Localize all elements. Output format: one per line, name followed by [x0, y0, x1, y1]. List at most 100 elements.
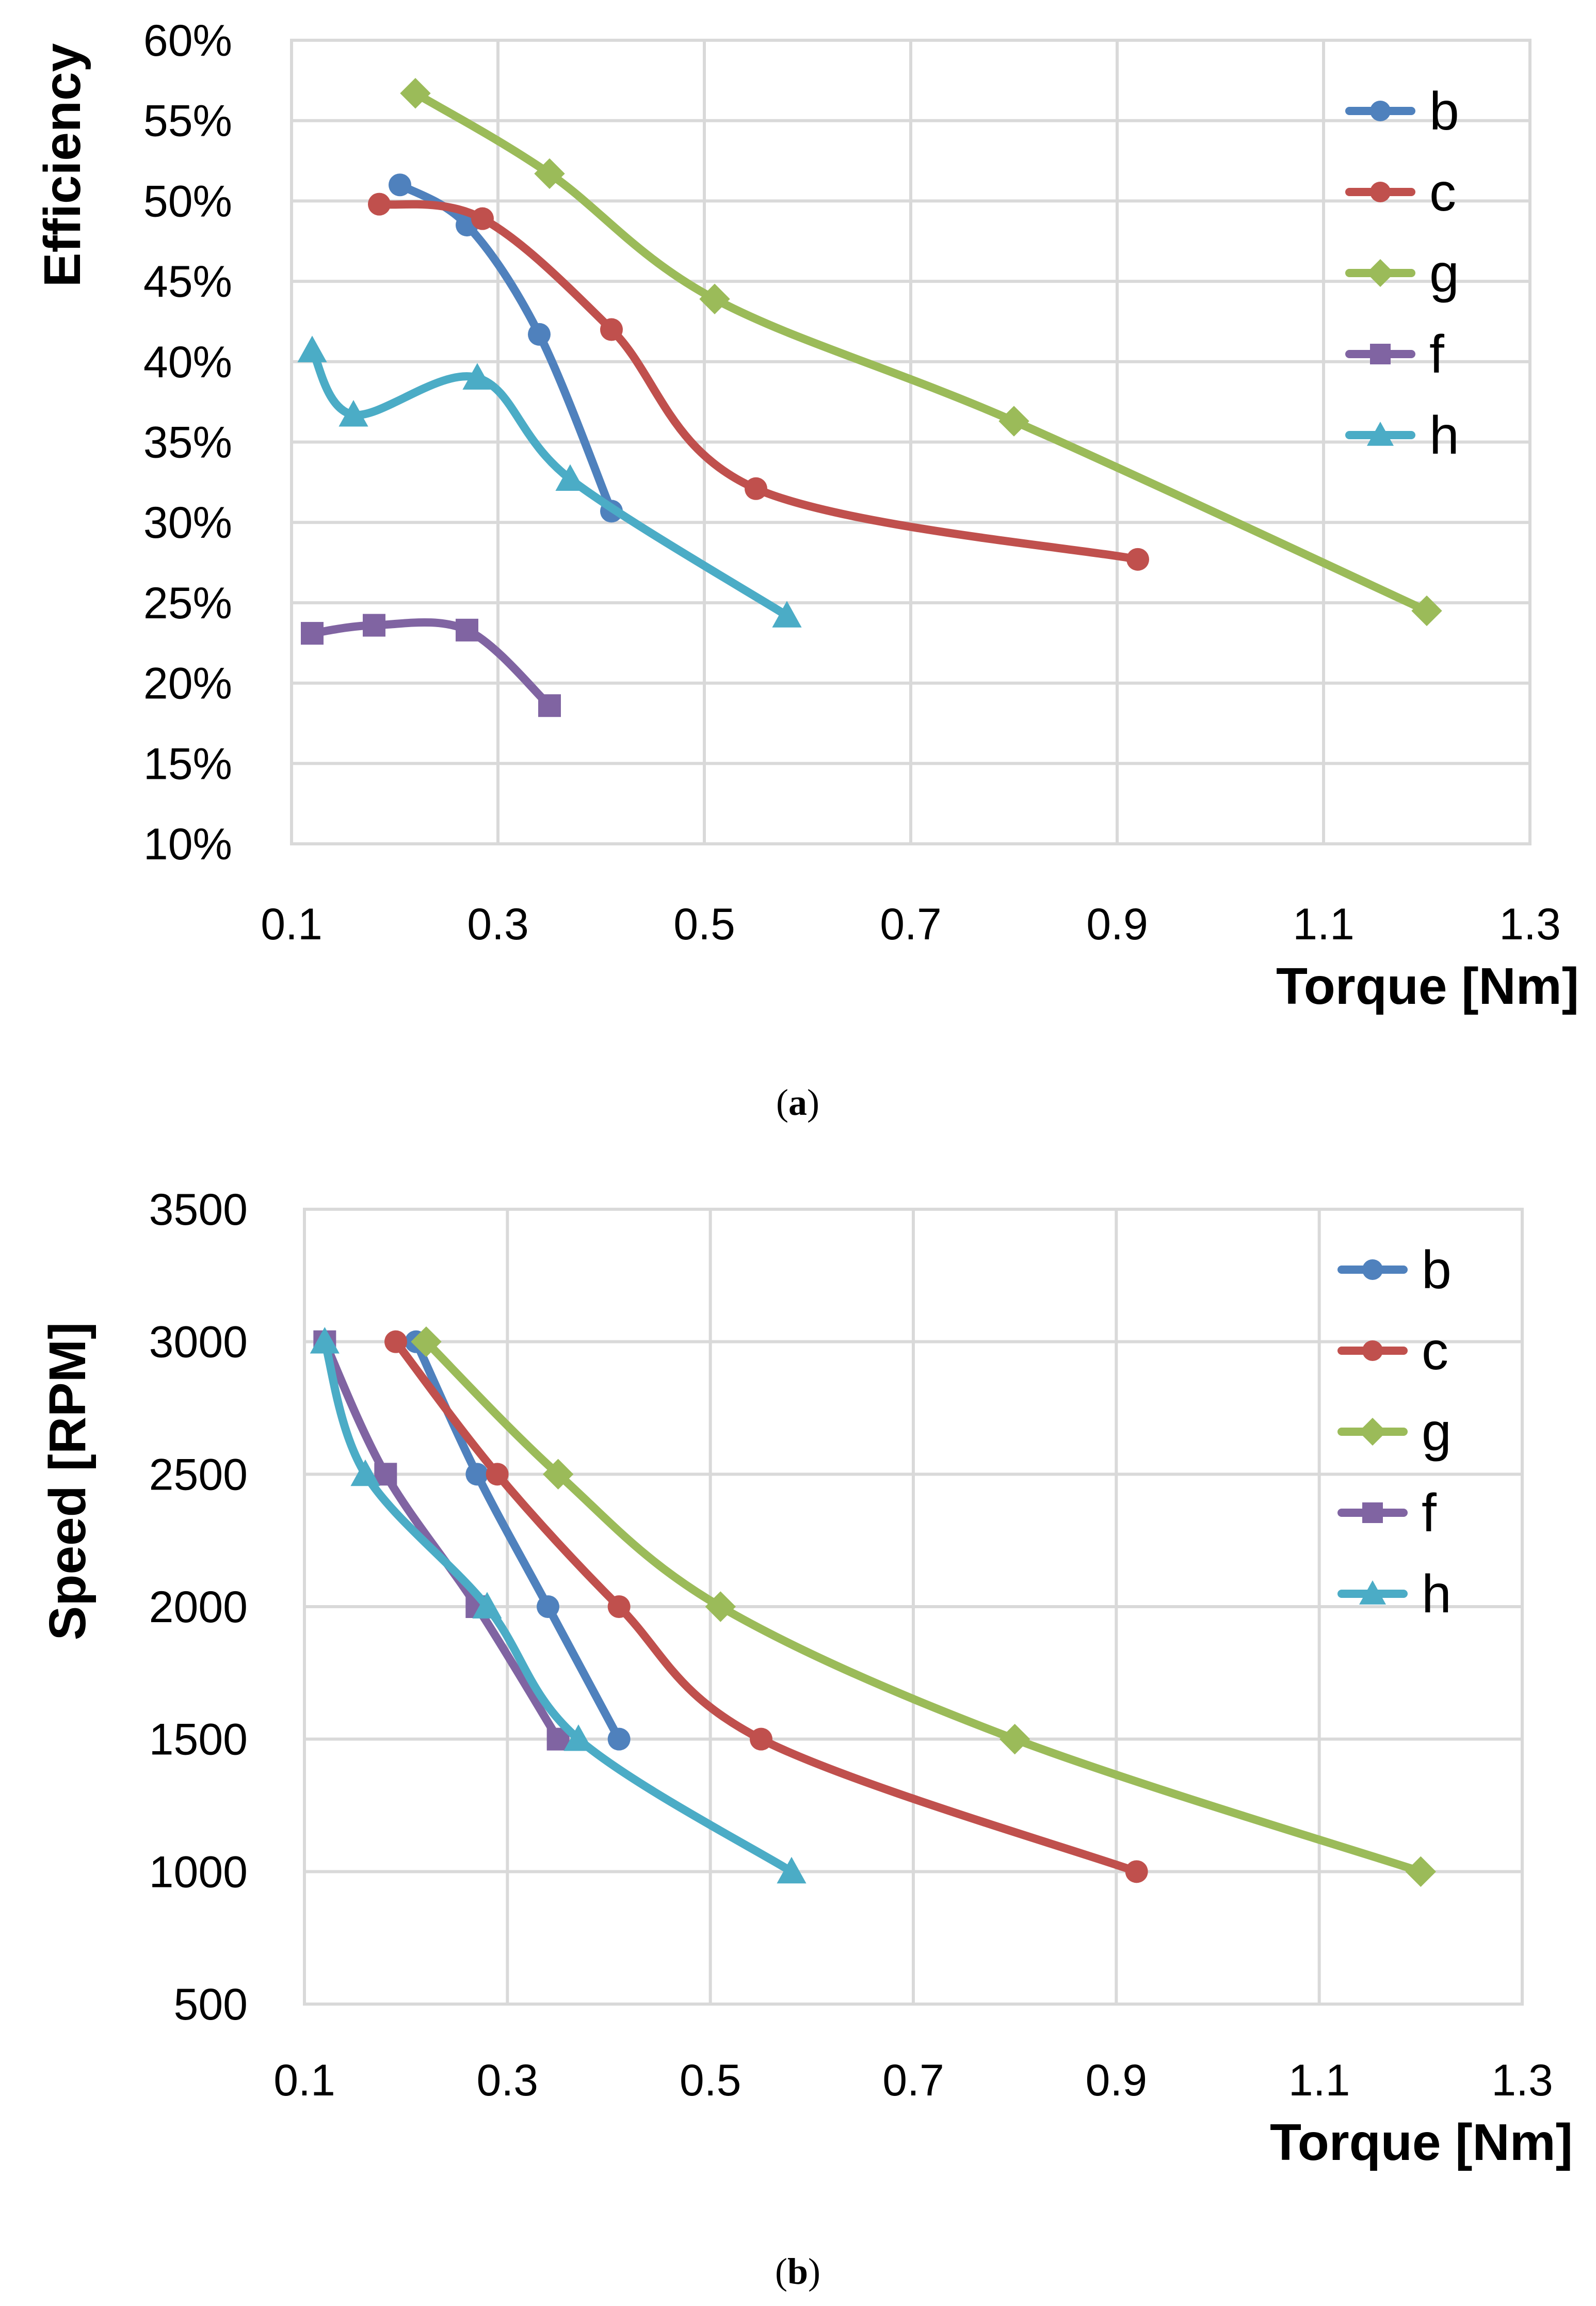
legend-item-g: g	[1345, 244, 1459, 303]
legend-item-f: f	[1337, 1483, 1437, 1543]
legend-marker	[1362, 1340, 1383, 1361]
x-tick-label: 1.3	[1499, 900, 1561, 949]
y-tick-label: 45%	[143, 257, 232, 307]
series-line-g	[422, 1337, 1425, 1876]
plot-area	[303, 1208, 1524, 2006]
legend-label: g	[1422, 1402, 1452, 1462]
y-tick-label: 55%	[143, 97, 232, 146]
data-point-g	[1411, 595, 1442, 627]
data-point-h	[350, 1459, 380, 1486]
y-tick-label: 25%	[143, 579, 232, 628]
legend-item-b: b	[1337, 1240, 1452, 1300]
data-point-c	[486, 1463, 509, 1486]
y-tick-label: 15%	[143, 739, 232, 789]
series-g	[400, 78, 1442, 627]
data-point-f	[374, 1463, 397, 1486]
x-axis-title: Torque [Nm]	[1276, 957, 1579, 1015]
data-point-b	[537, 1595, 559, 1618]
data-point-h	[338, 399, 368, 427]
data-point-b	[528, 323, 551, 346]
legend-label: c	[1429, 163, 1456, 222]
legend-label: f	[1422, 1483, 1437, 1543]
x-tick-label: 1.1	[1288, 2056, 1350, 2105]
data-point-h	[310, 1327, 340, 1354]
data-point-g	[998, 406, 1029, 437]
series-c	[384, 1330, 1148, 1883]
x-tick-label: 1.3	[1491, 2056, 1553, 2105]
data-point-h	[462, 363, 492, 390]
data-point-c	[384, 1330, 407, 1353]
efficiency-chart: 10%15%20%25%30%35%40%45%50%55%60%0.1 0.3 0…	[34, 16, 1579, 1123]
data-point-g	[999, 1723, 1030, 1755]
legend-item-b: b	[1345, 82, 1459, 141]
figure-caption: (b)	[775, 2251, 820, 2292]
y-tick-label: 2000	[149, 1582, 248, 1632]
legend-item-h: h	[1345, 406, 1459, 466]
y-tick-label: 60%	[143, 16, 232, 66]
data-point-c	[607, 1595, 631, 1618]
x-tick-label: 0.3	[477, 2056, 539, 2105]
legend-item-h: h	[1337, 1564, 1452, 1624]
legend-marker	[1367, 422, 1394, 446]
legend-label: g	[1429, 244, 1459, 303]
data-point-c	[1125, 1860, 1148, 1883]
data-point-c	[368, 193, 391, 216]
data-point-f	[538, 694, 561, 717]
data-point-c	[600, 318, 623, 341]
data-point-g	[1405, 1856, 1437, 1887]
data-point-f	[363, 614, 385, 637]
legend-marker	[1359, 1580, 1386, 1605]
legend-marker	[1366, 259, 1394, 287]
x-tick-label: 0.1	[261, 900, 323, 949]
data-point-h	[555, 464, 585, 491]
legend-marker	[1359, 1418, 1387, 1446]
x-tick-label: 1.1	[1293, 900, 1355, 949]
grid	[290, 39, 1531, 845]
legend-item-f: f	[1345, 325, 1445, 385]
data-point-c	[745, 477, 767, 500]
legend-item-g: g	[1337, 1402, 1452, 1462]
x-tick-label: 0.9	[1086, 2056, 1148, 2105]
data-point-h	[777, 1856, 807, 1884]
series-line-c	[392, 1337, 1141, 1876]
series-f	[301, 614, 561, 717]
data-point-h	[472, 1592, 502, 1619]
data-point-b	[607, 1727, 631, 1751]
y-tick-label: 20%	[143, 659, 232, 709]
x-tick-label: 0.5	[680, 2056, 741, 2105]
y-tick-label: 40%	[143, 338, 232, 387]
y-tick-label: 10%	[143, 820, 232, 869]
y-tick-label: 3000	[149, 1318, 248, 1367]
y-tick-labels: 10% 15% 20% 25% 30% 35% 40% 45% 50% 55% 60%	[143, 16, 232, 869]
data-point-g	[699, 283, 730, 315]
data-point-c	[471, 207, 494, 230]
series-b	[389, 173, 623, 523]
data-point-g	[705, 1591, 736, 1622]
data-point-h	[563, 1724, 593, 1751]
y-tick-label: 50%	[143, 177, 232, 226]
x-tick-label: 0.3	[467, 900, 529, 949]
y-tick-label: 1000	[149, 1847, 248, 1897]
y-axis-title: Efficiency	[34, 43, 91, 287]
legend-item-c: c	[1337, 1321, 1448, 1381]
y-axis-title: Speed [RPM]	[39, 1322, 96, 1641]
legend-item-c: c	[1345, 163, 1456, 222]
x-tick-label: 0.7	[880, 900, 942, 949]
series-h	[297, 335, 802, 628]
y-tick-label: 2500	[149, 1450, 248, 1499]
x-tick-label: 0.7	[882, 2056, 944, 2105]
data-point-h	[772, 601, 802, 628]
y-tick-label: 1500	[149, 1715, 248, 1765]
plot-area	[290, 39, 1531, 845]
data-point-f	[301, 622, 324, 645]
legend-label: h	[1422, 1564, 1452, 1624]
legend-label: h	[1429, 406, 1459, 466]
legend-label: c	[1422, 1321, 1448, 1381]
series-line-g	[411, 89, 1431, 615]
legend-label: f	[1429, 325, 1445, 385]
x-tick-label: 0.9	[1086, 900, 1148, 949]
data-point-f	[456, 618, 478, 642]
